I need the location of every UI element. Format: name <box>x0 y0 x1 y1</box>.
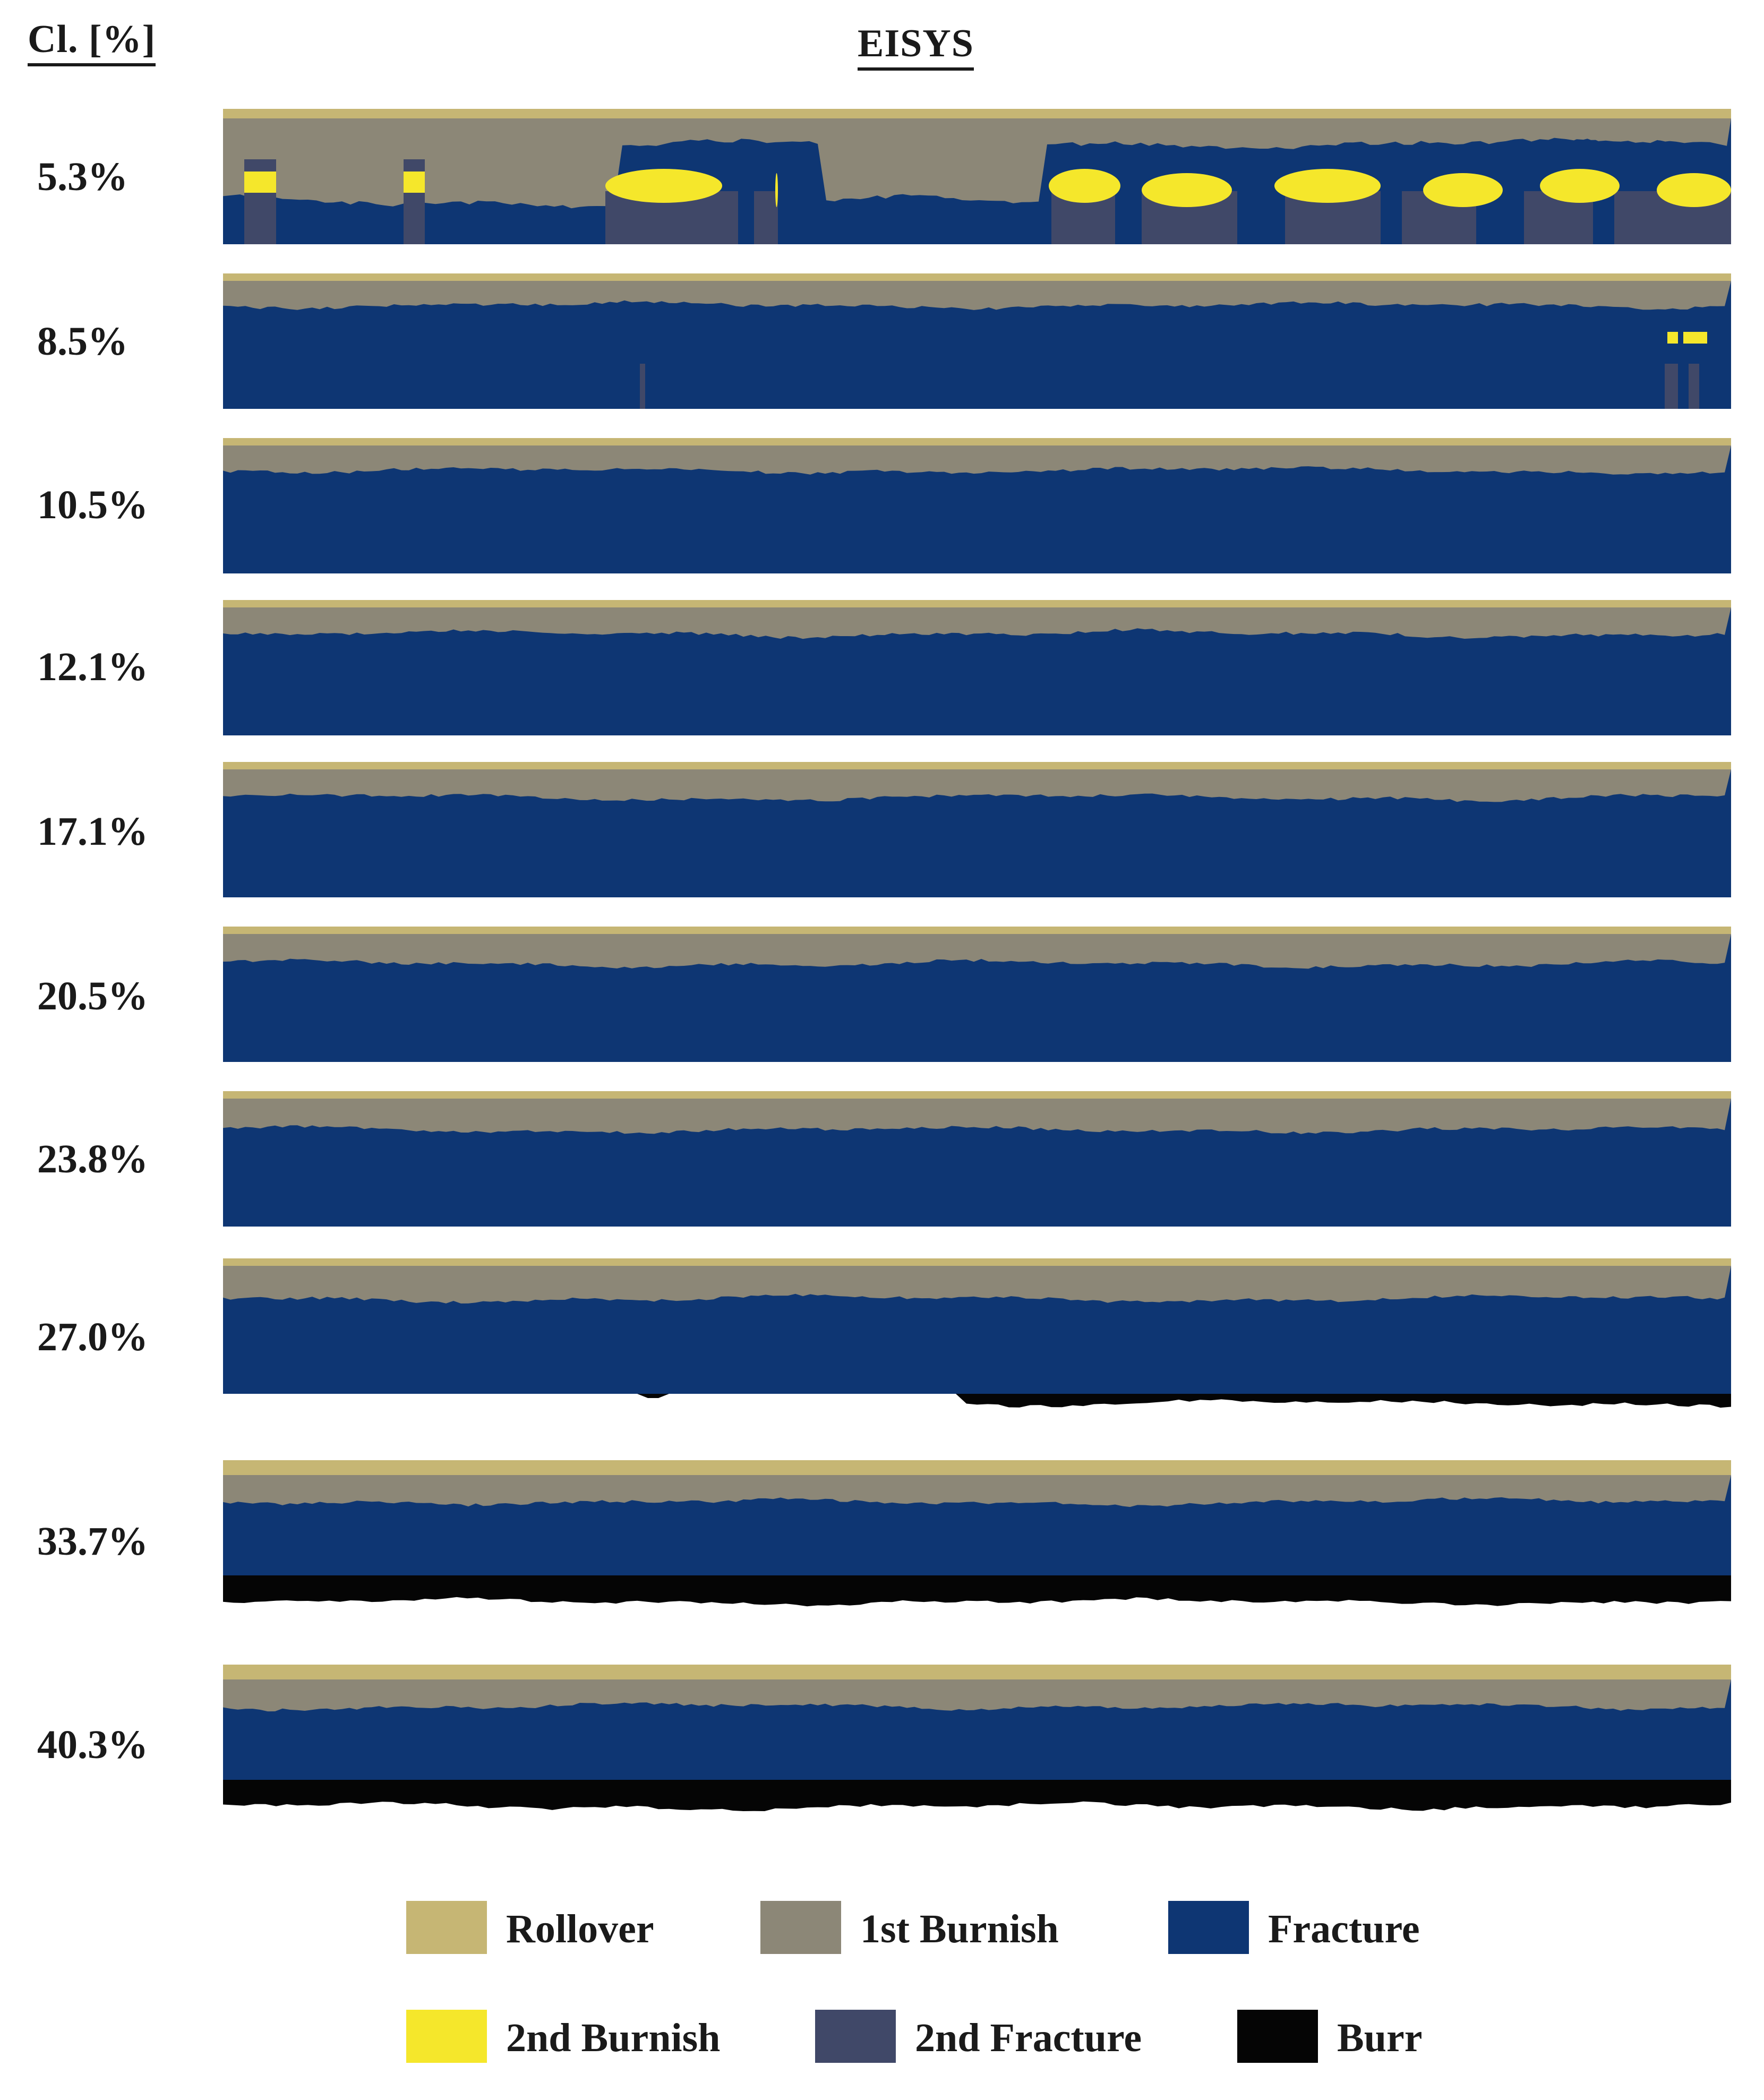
figure-title: EISYS <box>858 21 974 71</box>
legend-label: 2nd Burnish <box>506 2016 721 2060</box>
legend-label: Fracture <box>1268 1907 1420 1951</box>
first-burnish-zone <box>223 607 1731 639</box>
second-fracture-zone <box>754 191 778 244</box>
rollover-zone <box>223 1091 1731 1099</box>
second-burnish-zone <box>1274 169 1381 203</box>
legend-swatch <box>760 1901 841 1954</box>
second-fracture-zone <box>640 364 645 409</box>
second-burnish-zone <box>1049 169 1120 203</box>
row-label: 20.5% <box>37 974 148 1018</box>
row-label: 5.3% <box>37 155 128 199</box>
legend-label: Rollover <box>506 1907 654 1951</box>
rollover-zone <box>223 762 1731 769</box>
second-burnish-zone <box>1540 169 1620 203</box>
second-burnish-zone <box>775 173 778 207</box>
second-burnish-zone <box>1423 173 1503 207</box>
legend-label: 2nd Fracture <box>915 2016 1142 2060</box>
second-fracture-zone <box>1665 364 1678 409</box>
row-label: 12.1% <box>37 645 148 689</box>
rollover-zone <box>223 927 1731 934</box>
rollover-zone <box>223 1258 1731 1266</box>
first-burnish-zone <box>223 1266 1731 1304</box>
first-burnish-zone <box>223 934 1731 969</box>
legend-swatch <box>406 1901 487 1954</box>
legend-swatch <box>406 2010 487 2063</box>
row-label: 8.5% <box>37 319 128 364</box>
row-label: 33.7% <box>37 1519 148 1564</box>
legend-swatch <box>815 2010 896 2063</box>
rollover-zone <box>223 273 1731 281</box>
second-burnish-zone <box>1142 173 1232 207</box>
rollover-zone <box>223 600 1731 607</box>
row-label: 10.5% <box>37 483 148 527</box>
first-burnish-zone <box>223 445 1731 475</box>
row-label: 40.3% <box>37 1722 148 1767</box>
column-header: Cl. [%] <box>28 17 156 67</box>
first-burnish-zone <box>223 1475 1731 1507</box>
first-burnish-zone <box>223 281 1731 310</box>
row-label: 17.1% <box>37 809 148 854</box>
first-burnish-zone <box>223 1099 1731 1134</box>
burr-zone <box>223 1780 1731 1811</box>
row-label: 27.0% <box>37 1315 148 1359</box>
legend-label: 1st Burnish <box>860 1907 1059 1951</box>
second-burnish-zone <box>1683 332 1707 344</box>
first-burnish-zone <box>223 769 1731 802</box>
legend-swatch <box>1237 2010 1318 2063</box>
burr-zone <box>223 1575 1731 1607</box>
second-burnish-zone <box>404 172 425 193</box>
rollover-zone <box>223 1460 1731 1475</box>
rollover-zone <box>223 1665 1731 1679</box>
first-burnish-zone <box>223 1679 1731 1712</box>
first-burnish-zone <box>223 118 1731 209</box>
legend-swatch <box>1168 1901 1249 1954</box>
row-label: 23.8% <box>37 1137 148 1181</box>
second-fracture-zone <box>1689 364 1699 409</box>
rollover-zone <box>223 438 1731 445</box>
rollover-zone <box>223 109 1731 118</box>
second-burnish-zone <box>605 169 722 203</box>
burr-zone <box>223 1394 1731 1408</box>
second-burnish-zone <box>1667 332 1678 344</box>
second-burnish-zone <box>244 172 276 193</box>
legend-label: Burr <box>1337 2016 1423 2060</box>
second-burnish-zone <box>1657 173 1731 207</box>
